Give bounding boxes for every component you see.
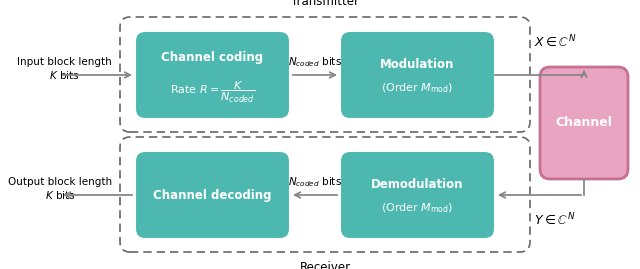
Text: Rate $R = \dfrac{K}{N_{coded}}$: Rate $R = \dfrac{K}{N_{coded}}$ [170,80,255,105]
Text: Channel: Channel [556,116,612,129]
FancyBboxPatch shape [135,31,290,119]
Text: $Y \in \mathbb{C}^{N}$: $Y \in \mathbb{C}^{N}$ [534,211,575,228]
FancyBboxPatch shape [135,151,290,239]
Text: Channel coding: Channel coding [161,51,264,64]
Text: Demodulation: Demodulation [371,178,464,191]
Text: Transmitter: Transmitter [291,0,359,8]
Text: (Order $M_{\rm mod}$): (Order $M_{\rm mod}$) [381,82,454,95]
Text: Input block length
$K$ bits: Input block length $K$ bits [17,57,112,81]
FancyBboxPatch shape [340,31,495,119]
FancyBboxPatch shape [340,151,495,239]
FancyBboxPatch shape [540,67,628,179]
Text: $X \in \mathbb{C}^{N}$: $X \in \mathbb{C}^{N}$ [534,34,577,51]
Text: $N_{coded}$ bits: $N_{coded}$ bits [288,55,342,69]
Text: Modulation: Modulation [380,58,454,71]
Text: Channel decoding: Channel decoding [153,189,272,201]
Text: Output block length
$K$ bits: Output block length $K$ bits [8,177,112,201]
Text: Receiver: Receiver [300,261,351,269]
Text: $N_{coded}$ bits: $N_{coded}$ bits [288,175,342,189]
Text: (Order $M_{\rm mod}$): (Order $M_{\rm mod}$) [381,201,454,215]
